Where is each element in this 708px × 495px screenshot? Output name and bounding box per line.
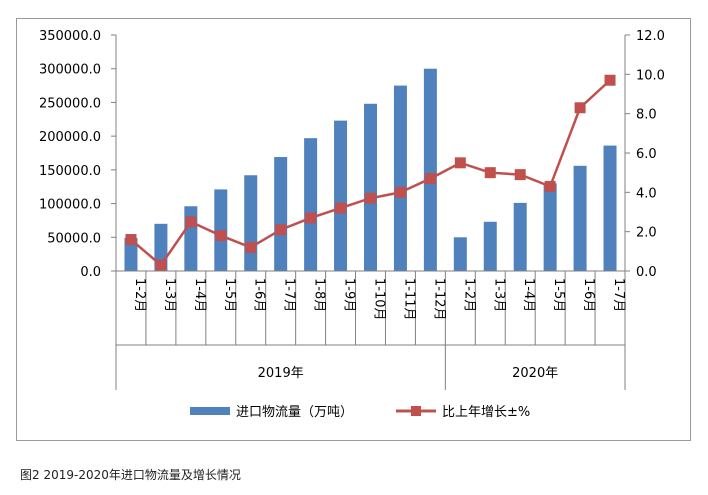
left-tick-label: 50000.0 <box>47 231 101 246</box>
right-tick-label: 12.0 <box>636 29 665 44</box>
line-point <box>335 202 347 214</box>
category-label: 1-2月 <box>132 278 147 312</box>
right-tick-label: 10.0 <box>636 68 665 83</box>
right-tick-label: 2.0 <box>636 226 657 241</box>
group-label: 2019年 <box>258 366 304 381</box>
category-label: 1-7月 <box>611 278 626 312</box>
line-series <box>125 74 616 271</box>
right-y-axis: 0.0 2.0 4.0 6.0 8.0 10.0 12.0 <box>624 29 665 280</box>
bar <box>244 175 258 271</box>
bar <box>573 165 587 271</box>
line-point <box>365 192 376 204</box>
right-tick-label: 6.0 <box>636 147 657 162</box>
category-label: 1-4月 <box>521 278 536 312</box>
bar <box>603 145 617 271</box>
line-point <box>424 173 436 185</box>
category-label: 1-6月 <box>252 278 267 312</box>
x-axis: 1-2月 1-3月 1-4月 1-5月 1-6月 1-7月 1-8月 1-9月 1-10月 1-1… <box>115 270 626 390</box>
category-label: 1-10月 <box>372 278 387 321</box>
left-tick-label: 200000.0 <box>39 130 101 145</box>
category-label: 1-7月 <box>282 278 297 312</box>
left-y-axis: 0.0 50000.0 100000.0 150000.0 200000.0 250000… <box>39 29 117 280</box>
bar <box>543 183 557 271</box>
left-tick-label: 100000.0 <box>39 198 101 213</box>
category-label: 1-11月 <box>401 278 416 321</box>
chart-frame <box>16 18 691 441</box>
category-label: 1-5月 <box>551 278 566 312</box>
category-label: 1-12月 <box>431 278 446 321</box>
bar <box>483 221 497 271</box>
left-tick-label: 150000.0 <box>39 164 101 179</box>
left-tick-label: 250000.0 <box>39 96 101 111</box>
bar <box>274 157 288 271</box>
category-label: 1-6月 <box>581 278 596 312</box>
bar <box>124 237 138 271</box>
line-point <box>574 102 586 114</box>
figure-caption: 图2 2019-2020年进口物流量及增长情况 <box>20 468 241 482</box>
legend-bar-swatch <box>190 407 230 415</box>
line-point <box>604 74 616 86</box>
line-point <box>275 224 287 236</box>
legend: 进口物流量（万吨） 比上年增长±% <box>190 405 530 420</box>
legend-bar-label: 进口物流量（万吨） <box>236 405 353 420</box>
bar <box>184 206 198 271</box>
category-label: 1-9月 <box>342 278 357 312</box>
bar <box>393 85 407 271</box>
line-point <box>454 157 466 169</box>
line-point <box>484 167 496 179</box>
bar <box>453 237 467 271</box>
bar <box>334 120 348 272</box>
left-tick-label: 0.0 <box>80 265 101 280</box>
line-point <box>125 234 137 246</box>
line-point <box>394 186 406 198</box>
line-point <box>245 241 257 253</box>
left-tick-label: 300000.0 <box>39 63 101 78</box>
category-label: 1-2月 <box>461 278 476 312</box>
category-label: 1-3月 <box>491 278 506 312</box>
line-point <box>185 216 197 228</box>
line-point <box>305 212 317 224</box>
line-point <box>155 259 167 271</box>
left-tick-label: 350000.0 <box>39 29 101 44</box>
right-tick-label: 8.0 <box>636 108 657 123</box>
line-point <box>514 169 526 181</box>
right-tick-label: 4.0 <box>636 186 657 201</box>
legend-line-marker <box>411 406 421 416</box>
bar <box>423 68 437 271</box>
legend-line-label: 比上年增长±% <box>442 405 530 420</box>
bar-series <box>124 68 617 272</box>
right-tick-label: 0.0 <box>636 265 657 280</box>
category-label: 1-3月 <box>162 278 177 312</box>
category-label: 1-4月 <box>192 278 207 312</box>
bar <box>513 202 527 271</box>
line-point <box>215 230 227 242</box>
line-point <box>544 180 556 192</box>
bar <box>304 138 318 271</box>
group-label: 2020年 <box>512 366 558 381</box>
category-label: 1-8月 <box>312 278 327 312</box>
bar <box>364 103 377 271</box>
category-label: 1-5月 <box>222 278 237 312</box>
